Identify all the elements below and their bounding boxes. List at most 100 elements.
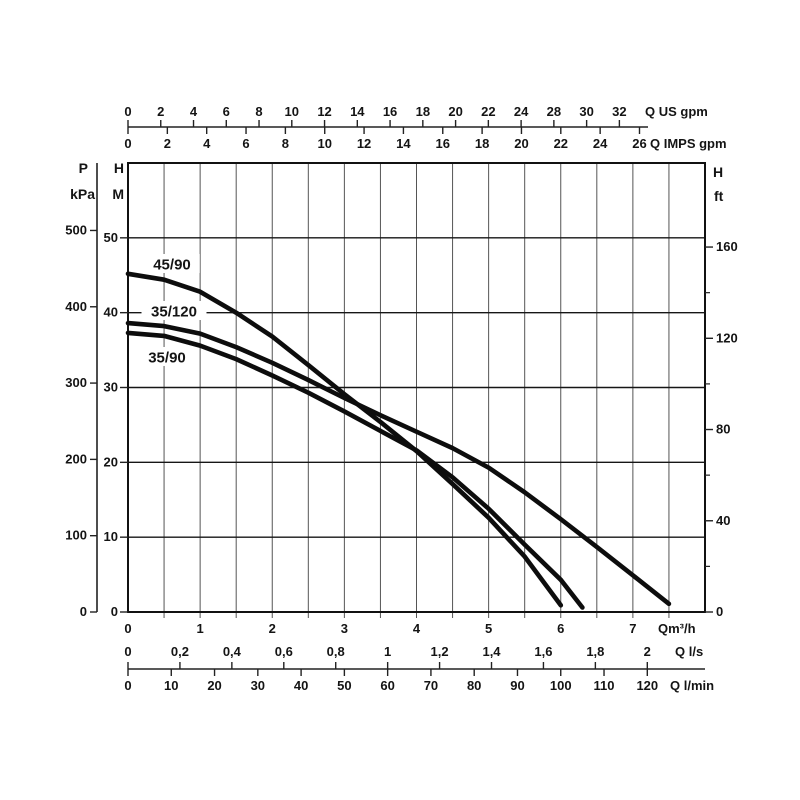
imps-gpm-tick-label: 0 [124, 136, 131, 151]
lmin-tick-label: 0 [124, 678, 131, 693]
ls-tick-label: 0,2 [171, 644, 189, 659]
us-gpm-tick-label: 30 [579, 104, 593, 119]
ls-tick-label: 1,2 [431, 644, 449, 659]
m3h-tick-label: 1 [197, 621, 204, 636]
lmin-tick-label: 40 [294, 678, 308, 693]
lmin-tick-label: 10 [164, 678, 178, 693]
axis-ls-lmin [127, 662, 705, 676]
us-gpm-tick-label: 10 [285, 104, 299, 119]
m-tick-label: 30 [104, 380, 118, 395]
lmin-tick-label: 120 [636, 678, 658, 693]
ls-tick-label: 1 [384, 644, 391, 659]
axis-m [120, 237, 128, 613]
kpa-tick-label: 200 [65, 451, 87, 466]
ls-tick-label: 2 [644, 644, 651, 659]
ft-tick-label: 40 [716, 513, 730, 528]
us-gpm-tick-label: 24 [514, 104, 529, 119]
ft-axis-header-unit: ft [714, 188, 724, 204]
kpa-tick-label: 300 [65, 375, 87, 390]
imps-gpm-tick-label: 4 [203, 136, 211, 151]
curve-label-35-120: 35/120 [151, 304, 197, 321]
us-gpm-tick-label: 20 [448, 104, 462, 119]
m3h-tick-label: 7 [629, 621, 636, 636]
imps-gpm-tick-label: 2 [164, 136, 171, 151]
imps-gpm-tick-label: 24 [593, 136, 608, 151]
ft-tick-label: 0 [716, 604, 723, 619]
us-gpm-tick-label: 18 [416, 104, 430, 119]
m3h-tick-label: 5 [485, 621, 492, 636]
m-tick-label: 0 [111, 604, 118, 619]
m-axis-header-h: H [114, 160, 124, 176]
ls-tick-label: 0,4 [223, 644, 242, 659]
lmin-tick-label: 80 [467, 678, 481, 693]
ls-tick-label: 0,8 [327, 644, 345, 659]
curve-35-120 [125, 320, 672, 607]
m-tick-label: 10 [104, 529, 118, 544]
m3h-tick-label: 2 [269, 621, 276, 636]
lmin-tick-label: 70 [424, 678, 438, 693]
lmin-tick-label: 100 [550, 678, 572, 693]
us-gpm-tick-label: 14 [350, 104, 365, 119]
imps-gpm-tick-label: 16 [436, 136, 450, 151]
imps-gpm-unit-label: Q IMPS gpm [650, 136, 727, 151]
us-gpm-tick-label: 0 [124, 104, 131, 119]
imps-gpm-tick-label: 8 [282, 136, 289, 151]
m3h-tick-label: 6 [557, 621, 564, 636]
axis-kpa [90, 163, 98, 613]
ls-tick-label: 0,6 [275, 644, 293, 659]
m-axis-header-unit: M [112, 186, 124, 202]
kpa-axis-header-unit: kPa [70, 186, 95, 202]
us-gpm-tick-label: 8 [255, 104, 262, 119]
lmin-tick-label: 90 [510, 678, 524, 693]
m3h-unit-label: Qm³/h [658, 621, 696, 636]
us-gpm-tick-label: 28 [547, 104, 561, 119]
m-tick-label: 40 [104, 305, 118, 320]
curve-label-35-90: 35/90 [148, 350, 186, 367]
curve-35-90 [125, 330, 585, 610]
imps-gpm-tick-label: 22 [554, 136, 568, 151]
imps-gpm-tick-label: 10 [317, 136, 331, 151]
imps-gpm-tick-label: 18 [475, 136, 489, 151]
kpa-tick-label: 500 [65, 222, 87, 237]
us-gpm-tick-label: 4 [190, 104, 198, 119]
us-gpm-tick-label: 32 [612, 104, 626, 119]
ls-unit-label: Q l/s [675, 644, 703, 659]
m3h-tick-label: 3 [341, 621, 348, 636]
us-gpm-unit-label: Q US gpm [645, 104, 708, 119]
imps-gpm-tick-label: 26 [632, 136, 646, 151]
us-gpm-tick-label: 12 [317, 104, 331, 119]
axis-ft [705, 246, 713, 613]
lmin-tick-label: 110 [594, 678, 615, 693]
lmin-unit-label: Q l/min [670, 678, 714, 693]
lmin-tick-label: 30 [251, 678, 265, 693]
curve-label-bg [139, 347, 195, 366]
lmin-tick-label: 60 [380, 678, 394, 693]
ls-tick-label: 1,8 [586, 644, 604, 659]
kpa-axis-header-p: P [79, 160, 88, 176]
imps-gpm-tick-label: 14 [396, 136, 411, 151]
lmin-tick-label: 50 [337, 678, 351, 693]
imps-gpm-tick-label: 6 [242, 136, 249, 151]
ft-axis-header-h: H [713, 164, 723, 180]
us-gpm-tick-label: 22 [481, 104, 495, 119]
curves [125, 254, 672, 610]
us-gpm-tick-label: 2 [157, 104, 164, 119]
ls-tick-label: 0 [124, 644, 131, 659]
axis-top [127, 120, 648, 134]
m-tick-label: 20 [104, 454, 118, 469]
curve-label-45-90: 45/90 [153, 257, 191, 274]
ls-tick-label: 1,4 [482, 644, 501, 659]
ls-tick-label: 1,6 [534, 644, 552, 659]
ft-tick-label: 160 [716, 239, 738, 254]
lmin-tick-label: 20 [207, 678, 221, 693]
ft-tick-label: 80 [716, 422, 730, 437]
m3h-tick-label: 4 [413, 621, 421, 636]
m3h-tick-label: 0 [124, 621, 131, 636]
m-tick-label: 50 [104, 230, 118, 245]
kpa-tick-label: 400 [65, 299, 87, 314]
grid [128, 163, 705, 618]
imps-gpm-tick-label: 12 [357, 136, 371, 151]
us-gpm-tick-label: 6 [223, 104, 230, 119]
